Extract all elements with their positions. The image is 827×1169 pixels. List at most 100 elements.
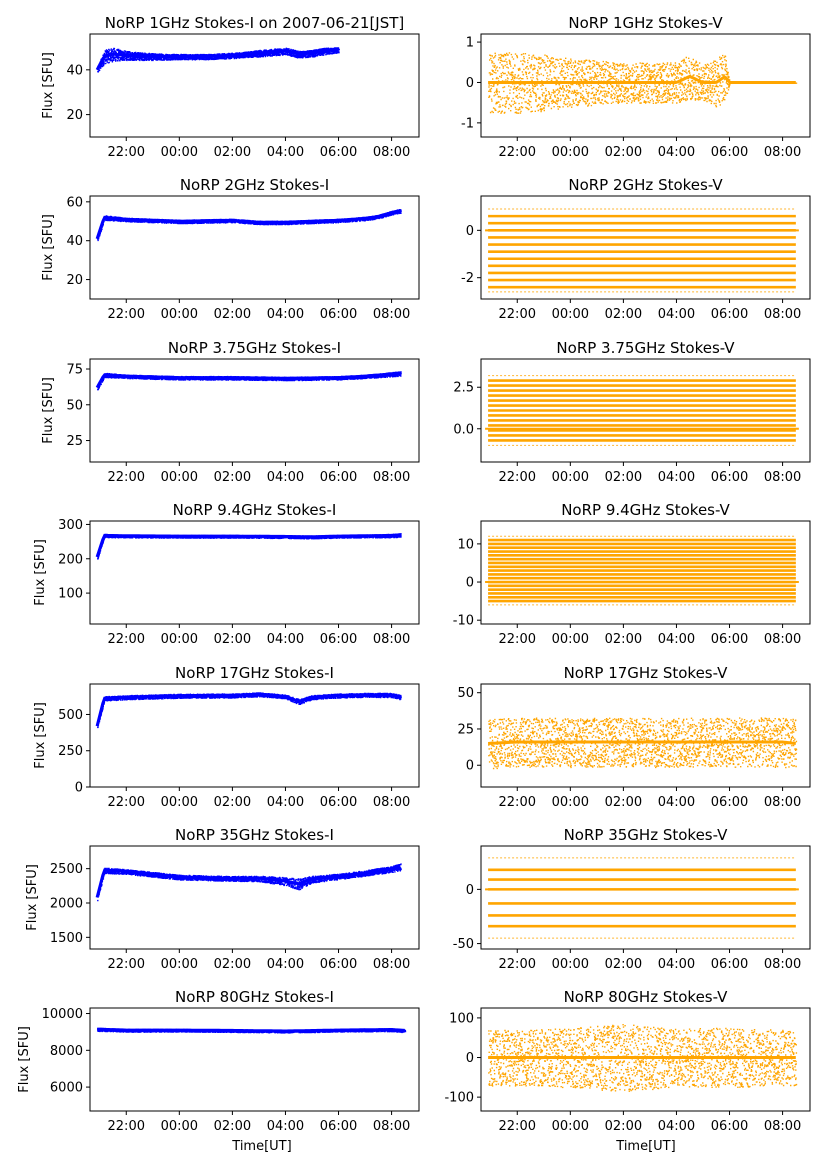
data-points — [97, 1027, 407, 1034]
plot-frame — [480, 1007, 811, 1112]
x-tick-label: 22:00 — [108, 470, 145, 485]
x-tick-label: 22:00 — [499, 1119, 536, 1134]
panel-left-7: NoRP 80GHz Stokes-I Flux [SFU] 6000 8000 100… — [17, 988, 420, 1134]
y-tick-label: 25 — [457, 722, 474, 737]
data-points — [95, 863, 402, 902]
panel-title: NoRP 80GHz Stokes-V — [564, 988, 729, 1006]
panel-left-1: NoRP 1GHz Stokes-I on 2007-06-21[JST] Flu… — [41, 14, 420, 160]
y-tick-label: 200 — [58, 552, 83, 567]
x-tick-label: 08:00 — [373, 957, 410, 972]
data-points — [488, 52, 798, 114]
panel-title: NoRP 17GHz Stokes-I — [175, 664, 334, 682]
plot-frame — [89, 195, 420, 300]
series-core — [95, 209, 401, 240]
x-tick-label: 02:00 — [214, 470, 251, 485]
y-tick-label: 100 — [449, 1011, 474, 1026]
x-tick-label: 08:00 — [373, 795, 410, 810]
x-tick-label: 22:00 — [499, 957, 536, 972]
data-points — [95, 209, 402, 242]
x-tick-label: 04:00 — [267, 1119, 304, 1134]
y-tick-label: 100 — [58, 587, 83, 602]
x-tick-label: 02:00 — [605, 307, 642, 322]
panel-title: NoRP 9.4GHz Stokes-V — [561, 501, 730, 519]
x-tick-label: 06:00 — [711, 470, 748, 485]
x-tick-label: 06:00 — [320, 470, 357, 485]
panel-title: NoRP 1GHz Stokes-I on 2007-06-21[JST] — [105, 14, 405, 32]
x-tick-label: 06:00 — [320, 1119, 357, 1134]
x-tick-label: 00:00 — [161, 307, 198, 322]
panel-right-1: NoRP 1GHz Stokes-V -1 0 1 22:00 00:00 02:00 04:… — [461, 14, 811, 160]
y-tick-label: 2500 — [50, 862, 83, 877]
panel-right-6: NoRP 35GHz Stokes-V -50 0 22:00 00:00 02:00 04… — [453, 826, 811, 972]
x-tick-label: 06:00 — [320, 307, 357, 322]
x-tick-label: 00:00 — [161, 1119, 198, 1134]
series-core — [95, 533, 401, 558]
y-tick-label: 20 — [66, 273, 83, 288]
y-tick-label: 0 — [466, 883, 474, 898]
x-tick-label: 08:00 — [373, 1119, 410, 1134]
y-tick-label: 250 — [58, 744, 83, 759]
y-tick-label: 0 — [466, 1051, 474, 1066]
x-tick-label: 08:00 — [373, 307, 410, 322]
plot-frame — [480, 33, 811, 138]
y-tick-label: 0 — [466, 759, 474, 774]
x-tick-label: 04:00 — [267, 470, 304, 485]
y-tick-label: 500 — [58, 708, 83, 723]
data-points — [95, 692, 402, 729]
y-tick-label: 60 — [66, 195, 83, 210]
x-tick-label: 00:00 — [552, 145, 589, 160]
x-tick-label: 04:00 — [658, 1119, 695, 1134]
panel-title: NoRP 9.4GHz Stokes-I — [173, 501, 337, 519]
x-tick-label: 00:00 — [161, 957, 198, 972]
panel-right-4: NoRP 9.4GHz Stokes-V -10 0 10 22:00 00:00 02:0… — [453, 501, 811, 647]
x-tick-label: 02:00 — [605, 632, 642, 647]
panel-title: NoRP 1GHz Stokes-V — [568, 14, 723, 32]
series-core — [488, 740, 796, 745]
x-tick-label: 04:00 — [267, 145, 304, 160]
x-tick-label: 04:00 — [658, 470, 695, 485]
scatter-points — [488, 1024, 798, 1092]
y-tick-label: 10000 — [42, 1007, 83, 1022]
y-tick-label: -100 — [444, 1091, 474, 1106]
panel-right-7: NoRP 80GHz Stokes-V -100 0 100 22:00 00:00 02:… — [444, 988, 811, 1134]
y-axis-label: Flux [SFU] — [25, 864, 40, 931]
x-tick-label: 04:00 — [658, 307, 695, 322]
y-tick-label: 50 — [66, 398, 83, 413]
y-tick-label: 1 — [466, 36, 474, 51]
scatter-points — [97, 209, 402, 242]
panel-right-5: NoRP 17GHz Stokes-V 0 25 50 22:00 00:00 02:00 0… — [457, 664, 811, 810]
panel-left-6: NoRP 35GHz Stokes-I Flux [SFU] 1500 2000 250… — [25, 826, 420, 972]
data-points — [485, 535, 799, 606]
series-core — [95, 692, 401, 727]
x-tick-label: 00:00 — [161, 795, 198, 810]
x-tick-label: 22:00 — [499, 632, 536, 647]
panel-title: NoRP 35GHz Stokes-V — [564, 826, 729, 844]
y-tick-label: 20 — [66, 108, 83, 123]
x-tick-label: 22:00 — [108, 1119, 145, 1134]
x-tick-label: 04:00 — [267, 795, 304, 810]
panel-title: NoRP 17GHz Stokes-V — [564, 664, 729, 682]
y-tick-label: 0 — [466, 76, 474, 91]
y-tick-label: 2000 — [50, 896, 83, 911]
x-tick-label: 02:00 — [605, 470, 642, 485]
y-tick-label: 0 — [466, 576, 474, 591]
x-tick-label: 06:00 — [711, 957, 748, 972]
series-core — [95, 371, 401, 389]
x-tick-label: 02:00 — [214, 632, 251, 647]
x-tick-label: 02:00 — [605, 145, 642, 160]
x-tick-label: 00:00 — [552, 1119, 589, 1134]
scatter-points — [97, 863, 402, 902]
plot-frame — [480, 683, 811, 788]
x-tick-label: 00:00 — [161, 470, 198, 485]
y-tick-label: 40 — [66, 234, 83, 249]
x-tick-label: 04:00 — [267, 307, 304, 322]
x-tick-label: 00:00 — [552, 957, 589, 972]
x-tick-label: 02:00 — [214, 957, 251, 972]
plot-frame — [480, 845, 811, 950]
x-tick-label: 08:00 — [764, 957, 801, 972]
y-axis-label: Flux [SFU] — [41, 52, 56, 119]
plot-frame — [89, 358, 420, 463]
x-tick-label: 08:00 — [764, 307, 801, 322]
panel-right-2: NoRP 2GHz Stokes-V -2 0 22:00 00:00 02:00 04:0… — [461, 176, 811, 322]
panel-left-5: NoRP 17GHz Stokes-I Flux [SFU] 0 250 500 22:0… — [33, 664, 420, 810]
